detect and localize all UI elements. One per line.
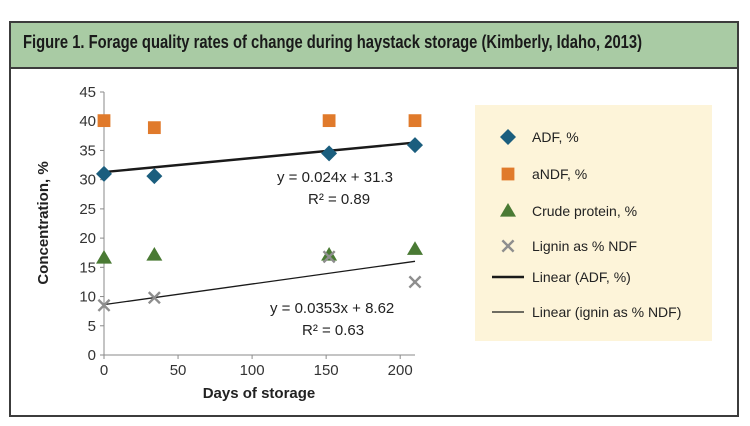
lignin-point <box>97 298 111 312</box>
x-tick-label: 0 <box>100 362 108 379</box>
crude-protein-point <box>96 249 112 264</box>
legend: ADF, % aNDF, % Crude protein, % Lignin as %… <box>475 105 712 341</box>
lignin-point <box>408 275 422 289</box>
lignin-point <box>322 250 336 264</box>
adf-point <box>96 165 112 182</box>
legend-label: Linear (ignin as % NDF) <box>532 304 681 320</box>
crude-protein-point <box>407 241 423 255</box>
legend-marker-lignin-stroke <box>501 239 515 253</box>
trendline-r2: R² = 0.63 <box>302 322 364 339</box>
legend-marker-andf <box>501 167 515 181</box>
x-tick-label: 100 <box>240 362 265 379</box>
legend-label: Crude protein, % <box>532 203 637 219</box>
legend-marker-lignin <box>501 239 515 253</box>
adf-point <box>321 145 338 162</box>
x-tick-label: 200 <box>388 362 413 379</box>
plot-area: 0 5 10 15 20 25 30 35 40 45 0 50 100 150 200 y = 0.024x… <box>79 84 423 379</box>
y-tick-label: 45 <box>79 84 96 101</box>
andf-point <box>147 121 161 135</box>
trendline-r2: R² = 0.89 <box>308 191 370 208</box>
andf-point <box>322 114 336 128</box>
crude-protein-point <box>321 247 338 261</box>
lignin-point-stroke <box>147 291 161 305</box>
legend-marker-adf <box>500 129 516 145</box>
legend-box <box>475 105 712 341</box>
x-axis-label: Days of storage <box>203 385 316 402</box>
adf-point <box>407 137 423 154</box>
figure-title: Figure 1. Forage quality rates of change… <box>23 32 642 52</box>
y-tick-label: 25 <box>79 201 96 218</box>
y-tick-label: 15 <box>79 259 96 276</box>
y-tick-label: 20 <box>79 230 96 247</box>
trendline-lignin <box>103 260 416 306</box>
crude-protein-point <box>146 247 163 261</box>
y-tick-label: 0 <box>88 347 96 364</box>
andf-point <box>97 114 111 128</box>
y-tick-label: 30 <box>79 172 96 189</box>
legend-label: Lignin as % NDF <box>532 238 637 254</box>
legend-label: aNDF, % <box>532 166 587 182</box>
trendline-adf <box>103 141 416 174</box>
title-bar: Figure 1. Forage quality rates of change… <box>11 23 737 69</box>
lignin-point-stroke <box>408 275 422 289</box>
andf-point <box>408 114 422 128</box>
y-axis-label: Concentration, % <box>35 161 52 284</box>
lignin-point <box>147 291 161 305</box>
x-tick-label: 150 <box>314 362 339 379</box>
legend-label: Linear (ADF, %) <box>532 269 631 285</box>
legend-label: ADF, % <box>532 129 579 145</box>
lignin-point-stroke <box>97 298 111 312</box>
trendline-equation: y = 0.024x + 31.3 <box>277 169 393 186</box>
y-tick-label: 35 <box>79 142 96 159</box>
lignin-point-stroke <box>322 250 336 264</box>
adf-point <box>146 168 163 185</box>
legend-marker-crude-protein <box>500 203 516 217</box>
x-tick-label: 50 <box>170 362 187 379</box>
y-tick-label: 10 <box>79 289 96 306</box>
y-tick-label: 40 <box>79 113 96 130</box>
y-tick-label: 5 <box>88 318 96 335</box>
trendline-equation: y = 0.0353x + 8.62 <box>270 300 394 317</box>
